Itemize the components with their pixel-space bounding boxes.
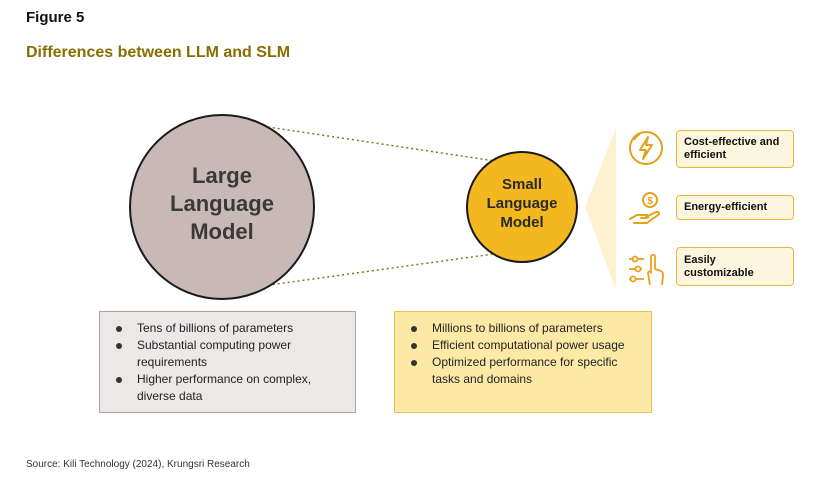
source-note: Source: Kili Technology (2024), Krungsri… (26, 459, 250, 470)
benefit-label: Energy-efficient (684, 201, 768, 213)
slm-characteristics-box: Millions to billions of parameters Effic… (394, 311, 652, 413)
list-item: Efficient computational power usage (407, 337, 639, 354)
list-item: Optimized performance for specific tasks… (407, 354, 639, 388)
list-item: Substantial computing power requirements (112, 337, 343, 371)
benefits-fan (585, 128, 616, 290)
slm-label-line: Model (500, 214, 544, 231)
llm-label-line: Large (192, 163, 252, 188)
figure-number: Figure 5 (26, 9, 85, 26)
slm-characteristics-list: Millions to billions of parameters Effic… (407, 320, 639, 388)
slm-label-line: Small (501, 176, 543, 193)
llm-circle (129, 114, 315, 300)
touch-sliders-icon (629, 253, 664, 286)
svg-text:$: $ (647, 196, 653, 207)
llm-label-line: Language (170, 191, 274, 216)
slm-circle (466, 151, 578, 263)
benefit-label: Cost-effective and efficient (684, 136, 780, 161)
benefit-cost-effective: Cost-effective and efficient (676, 130, 794, 168)
figure-title: Differences between LLM and SLM (26, 44, 291, 61)
list-item: Tens of billions of parameters (112, 320, 343, 337)
lightning-bolt-icon (629, 131, 663, 165)
slm-label-line: Language (486, 195, 558, 212)
benefit-customizable: Easily customizable (676, 247, 794, 286)
connector-bottom (247, 249, 523, 289)
connector-top (247, 123, 523, 166)
slm-circle-label: Small Language Model (466, 175, 578, 232)
llm-circle-label: Large Language Model (132, 162, 312, 246)
list-item: Millions to billions of parameters (407, 320, 639, 337)
list-item: Higher performance on complex, diverse d… (112, 371, 343, 405)
llm-characteristics-box: Tens of billions of parameters Substanti… (99, 311, 356, 413)
llm-characteristics-list: Tens of billions of parameters Substanti… (112, 320, 343, 405)
benefit-label: Easily customizable (684, 253, 754, 279)
benefit-energy-efficient: Energy-efficient (676, 195, 794, 220)
coin-hand-icon: $ (629, 192, 661, 224)
llm-label-line: Model (190, 219, 254, 244)
